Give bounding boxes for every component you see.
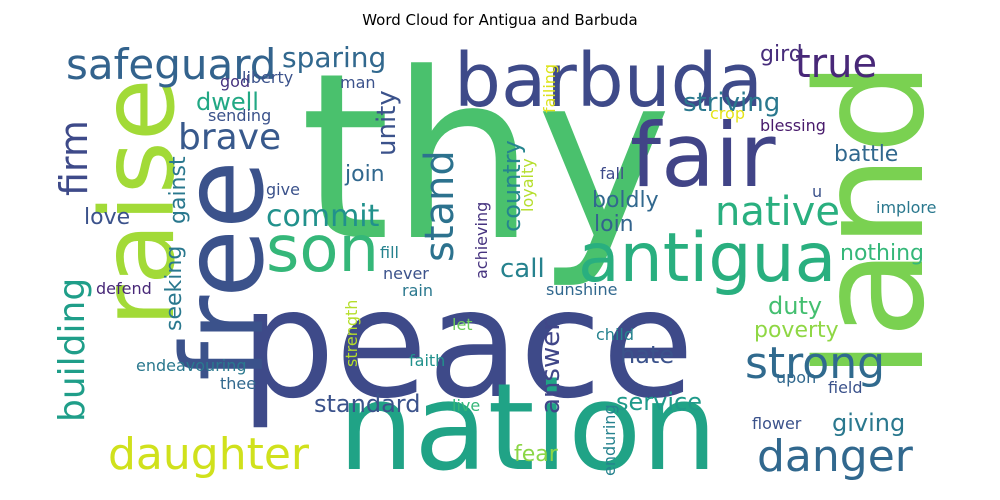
word-strength: strength: [342, 299, 361, 367]
word-true: true: [795, 41, 878, 87]
word-poverty: poverty: [754, 318, 839, 343]
word-crop: crop: [710, 104, 745, 123]
word-standard: standard: [314, 390, 421, 418]
word-loin: loin: [594, 212, 634, 237]
word-barbuda: barbuda: [454, 38, 763, 124]
word-fall: fall: [600, 164, 625, 183]
word-striving: striving: [683, 88, 781, 118]
word-son: son: [266, 213, 380, 287]
word-loyalty: loyalty: [518, 158, 537, 212]
word-firm: firm: [52, 120, 96, 196]
word-giving: giving: [832, 409, 906, 437]
word-seeking: seeking: [162, 245, 187, 331]
word-join: join: [345, 162, 385, 187]
word-flower: flower: [752, 414, 802, 433]
word-fill: fill: [380, 243, 399, 262]
word-endeavouring: endeavouring: [136, 356, 247, 375]
word-faith: faith: [409, 351, 446, 370]
word-u: u: [812, 182, 823, 201]
word-duty: duty: [768, 292, 823, 320]
word-implore: implore: [876, 198, 937, 217]
chart-title: Word Cloud for Antigua and Barbuda: [362, 11, 638, 29]
word-enduring: enduring: [600, 404, 619, 476]
word-sending: sending: [208, 106, 272, 125]
word-man: man: [340, 73, 376, 92]
word-antigua: antigua: [578, 219, 837, 298]
word-answer: answer: [536, 320, 566, 414]
word-nothing: nothing: [840, 241, 924, 266]
word-dwell: dwell: [196, 88, 259, 116]
word-nation: nation: [338, 359, 718, 498]
word-god: god: [220, 72, 251, 91]
word-sunshine: sunshine: [546, 280, 618, 299]
word-danger: danger: [757, 431, 913, 482]
word-let: let: [452, 315, 473, 334]
word-gainst: gainst: [166, 156, 191, 224]
word-achieving: achieving: [472, 201, 491, 279]
word-hate: hate: [620, 341, 675, 369]
word-safeguard: safeguard: [66, 40, 277, 89]
word-gird: gird: [760, 42, 803, 67]
word-daughter: daughter: [108, 429, 310, 480]
word-thee: thee: [220, 374, 257, 393]
word-battle: battle: [834, 142, 899, 167]
word-building: building: [52, 277, 93, 422]
word-rain: rain: [402, 281, 433, 300]
word-peace: peace: [240, 258, 695, 432]
word-thy: thy: [300, 25, 673, 292]
word-defend: defend: [96, 279, 152, 298]
word-service: service: [616, 388, 702, 416]
word-live: live: [452, 396, 481, 415]
word-boldly: boldly: [592, 188, 659, 213]
word-give: give: [266, 180, 300, 199]
word-native: native: [715, 189, 840, 235]
word-cloud: thy peace land nation free raise fair barbuda an…: [52, 25, 957, 498]
word-brave: brave: [178, 117, 282, 158]
word-upon: upon: [776, 368, 817, 387]
word-fear: fear: [514, 442, 558, 467]
word-field: field: [828, 378, 863, 397]
word-call: call: [500, 254, 545, 284]
word-failing: failing: [540, 63, 559, 113]
word-love: love: [84, 205, 131, 230]
word-fair: fair: [630, 104, 776, 207]
word-commit: commit: [266, 199, 380, 234]
word-stand: stand: [417, 150, 463, 262]
word-child: child: [596, 325, 634, 344]
word-blessing: blessing: [760, 116, 826, 135]
word-never: never: [383, 264, 429, 283]
word-sparing: sparing: [282, 41, 387, 74]
word-strong: strong: [745, 338, 886, 389]
word-liberty: liberty: [242, 68, 294, 87]
word-unity: unity: [372, 90, 402, 156]
